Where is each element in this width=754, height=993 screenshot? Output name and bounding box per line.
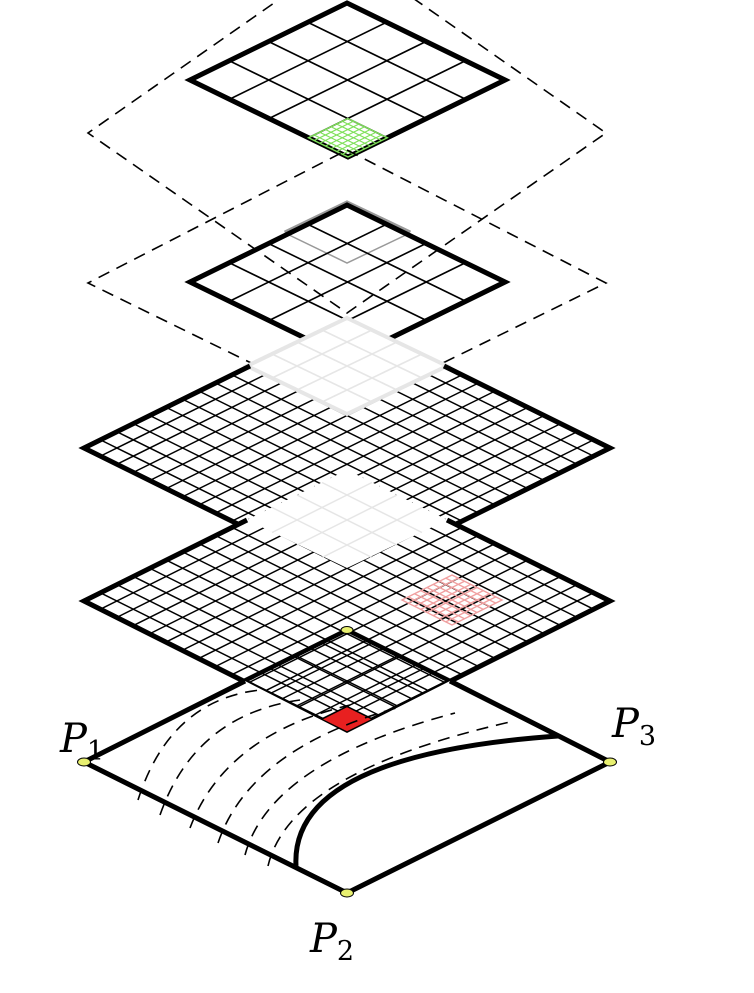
layer-fourth-gridline xyxy=(280,567,545,700)
quadrant-gridline xyxy=(295,654,399,708)
green-patch-line xyxy=(325,126,365,147)
ghost-light-border xyxy=(242,315,452,417)
layer-second-gridline xyxy=(268,242,427,322)
green-patch-line xyxy=(325,128,366,150)
green-patch-line xyxy=(330,128,371,150)
layer-top-gridline xyxy=(268,40,427,120)
green-patch-line xyxy=(313,134,354,155)
layer-fourth-gridline xyxy=(330,592,594,725)
green-patch-line xyxy=(341,120,382,142)
pink-patch-line xyxy=(426,586,478,614)
corner-label-p1: P1 xyxy=(59,716,104,767)
contour-curve xyxy=(244,712,456,856)
layer-fourth-gridline xyxy=(297,575,562,709)
pink-patch-line xyxy=(407,596,459,623)
green-patch-border xyxy=(306,117,389,158)
ghost-light-gridline-2 xyxy=(296,494,398,546)
layer-fourth-gridline xyxy=(198,543,463,676)
contour-curve xyxy=(189,704,351,829)
dashed-frame-lower xyxy=(86,149,608,411)
contour-curve xyxy=(217,706,401,844)
layer-fourth-gridline xyxy=(132,575,397,709)
red-cell xyxy=(319,705,375,733)
green-patch-line xyxy=(336,123,377,144)
layer-fourth-gridline xyxy=(215,534,479,668)
contour-curve xyxy=(137,689,261,801)
layer-fourth-gridline xyxy=(231,543,496,676)
layer-fourth-gridline xyxy=(165,559,430,692)
boundary-curve xyxy=(293,733,559,867)
ghost-light-gridline xyxy=(321,353,423,403)
layer-fourth-gridline xyxy=(248,551,512,684)
pink-patch-line xyxy=(432,590,484,617)
ghost-light-gridline-2 xyxy=(321,506,423,559)
layer-fourth-gridline xyxy=(313,583,578,717)
contour-curve xyxy=(159,699,301,816)
corner-marker-p2 xyxy=(340,888,354,898)
ghost-light-gridline xyxy=(296,341,398,391)
pink-patch-line xyxy=(445,596,497,623)
ghost-light-backing-2 xyxy=(247,470,447,568)
pink-patch-line xyxy=(420,590,472,617)
layer-fourth-gridline xyxy=(264,559,529,692)
layer-fourth-gridline xyxy=(149,567,414,700)
layer-fourth-gridline xyxy=(182,551,446,684)
dashed-frame-upper-outline xyxy=(86,0,608,314)
pink-patch-border xyxy=(400,574,504,626)
pink-patch-line xyxy=(414,593,465,620)
ghost-light-gridline-2 xyxy=(271,506,373,559)
layer-third-gridline xyxy=(215,382,479,514)
layer-base-surface xyxy=(77,678,617,898)
green-patch-line xyxy=(319,131,360,153)
contour-curve xyxy=(267,721,511,867)
corner-marker-p1 xyxy=(77,757,91,767)
layer-fourth-gridline xyxy=(116,583,381,717)
ghost-cell-bottom-edge xyxy=(284,232,411,264)
layer-third-gridline xyxy=(198,390,463,522)
pink-patch-line xyxy=(439,593,490,620)
corner-marker-p3 xyxy=(603,757,617,767)
green-patch-line xyxy=(336,131,377,153)
layer-third-gridline xyxy=(231,390,496,522)
green-patch-line xyxy=(319,123,360,144)
dashed-frame-lower-outline xyxy=(86,149,608,411)
quadrant-top-marker xyxy=(340,626,354,634)
layer-top-grid xyxy=(184,0,511,160)
corner-label-p3: P3 xyxy=(611,701,656,752)
ghost-light-gridline xyxy=(271,353,373,403)
green-patch-line xyxy=(313,120,354,142)
green-patch-line xyxy=(330,126,371,147)
dashed-frame-upper xyxy=(86,0,608,314)
layer-fourth-gridline xyxy=(100,592,364,725)
layer-fourth-grid xyxy=(78,470,616,736)
corner-label-p2: P2 xyxy=(309,916,354,967)
